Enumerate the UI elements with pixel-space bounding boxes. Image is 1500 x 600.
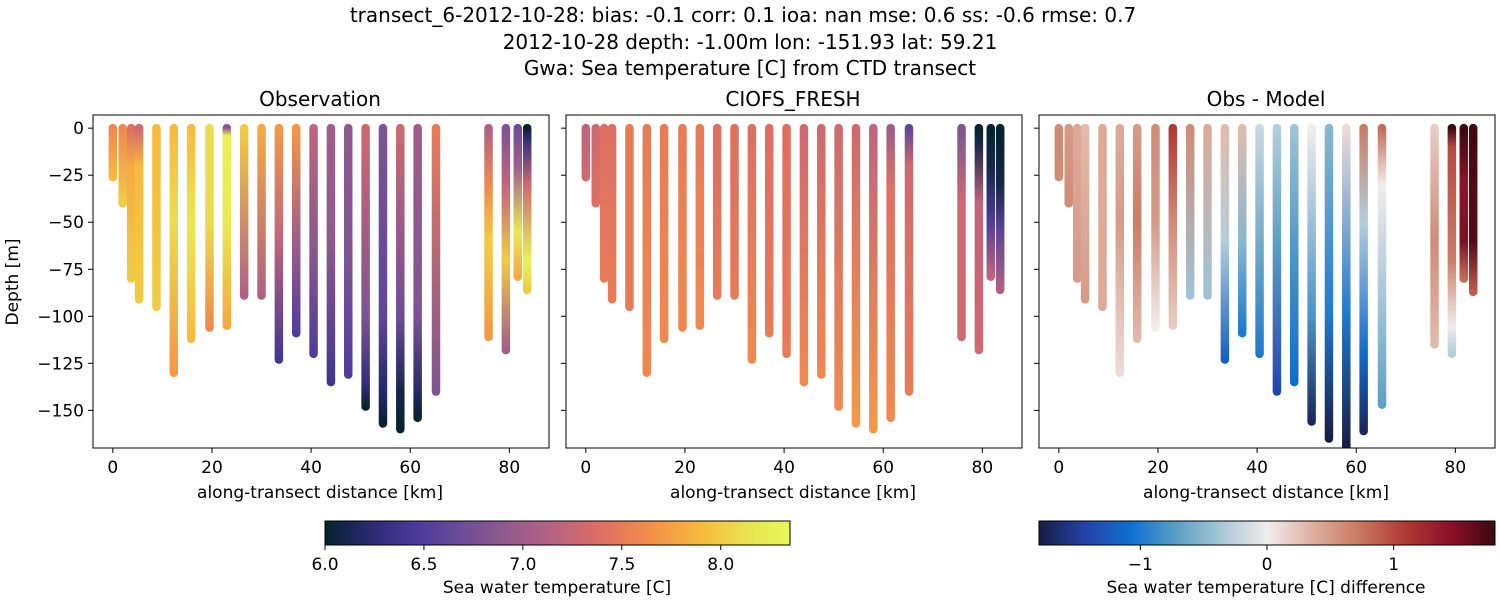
x-tick-label: 60 (399, 458, 421, 478)
observation-panel: Observation Depth [m] along-transect dis… (3, 87, 550, 503)
colorbar-label: Sea water temperature [C] (443, 578, 671, 598)
colorbar-tick-label: 6.5 (410, 555, 437, 575)
x-tick-label: 60 (872, 458, 894, 478)
y-tick-label: −25 (48, 166, 84, 186)
colorbar-tick-label: −1 (1128, 555, 1153, 575)
y-tick-label: 0 (73, 119, 84, 139)
x-tick-label: 20 (674, 458, 696, 478)
y-tick-label: −50 (48, 213, 84, 233)
y-tick-label: −100 (37, 307, 84, 327)
colorbar-gradient (324, 520, 791, 546)
x-tick-label: 40 (300, 458, 322, 478)
colorbar-tick-label: 1 (1388, 555, 1399, 575)
x-tick-label: 40 (773, 458, 795, 478)
colorbar-tick-label: 0 (1262, 555, 1273, 575)
cast-group (1054, 123, 1478, 448)
difference-panel: Obs - Model along-transect distance [km]… (1034, 87, 1496, 503)
x-axis-label: along-transect distance [km] (670, 483, 916, 503)
title-line-location: 2012-10-28 depth: -1.00m lon: -151.93 la… (503, 30, 998, 54)
colorbar-tick-label: 8.0 (707, 555, 734, 575)
x-tick-label: 60 (1345, 458, 1367, 478)
x-tick-label: 20 (1147, 458, 1169, 478)
axes-frame (1038, 114, 1496, 449)
y-axis-label: Depth [m] (3, 238, 23, 325)
difference-colorbar: Sea water temperature [C] difference −1 0… (1038, 520, 1496, 598)
x-tick-label: 80 (499, 458, 521, 478)
x-tick-label: 0 (580, 458, 591, 478)
panel-title: CIOFS_FRESH (725, 87, 860, 111)
x-tick-label: 80 (1445, 458, 1467, 478)
x-tick-label: 20 (201, 458, 223, 478)
x-tick-label: 0 (1053, 458, 1064, 478)
y-tick-label: −125 (37, 354, 84, 374)
cast-group (108, 123, 532, 434)
model-panel: CIOFS_FRESH along-transect distance [km]… (561, 87, 1023, 503)
colorbar-tick-label: 7.5 (608, 555, 635, 575)
figure-title: transect_6-2012-10-28: bias: -0.1 corr: … (350, 3, 1136, 80)
x-tick-label: 80 (972, 458, 994, 478)
axes-frame (565, 114, 1023, 449)
x-axis-label: along-transect distance [km] (1143, 483, 1389, 503)
x-tick-label: 40 (1246, 458, 1268, 478)
temperature-colorbar: Sea water temperature [C] 6.0 6.5 7.0 7.5 8.… (311, 520, 791, 598)
x-axis-label: along-transect distance [km] (197, 483, 443, 503)
panel-title: Obs - Model (1207, 87, 1326, 111)
cast-group (581, 123, 1005, 434)
panel-title: Observation (259, 87, 381, 111)
y-tick-label: −75 (48, 260, 84, 280)
colorbar-label: Sea water temperature [C] difference (1106, 578, 1425, 598)
x-tick-label: 0 (107, 458, 118, 478)
colorbar-gradient (1038, 520, 1496, 546)
title-line-metrics: transect_6-2012-10-28: bias: -0.1 corr: … (350, 3, 1136, 27)
axes-frame (92, 114, 550, 449)
y-tick-label: −150 (37, 401, 84, 421)
title-line-description: Gwa: Sea temperature [C] from CTD transe… (524, 56, 976, 80)
colorbar-tick-label: 6.0 (311, 555, 338, 575)
colorbar-tick-label: 7.0 (509, 555, 536, 575)
